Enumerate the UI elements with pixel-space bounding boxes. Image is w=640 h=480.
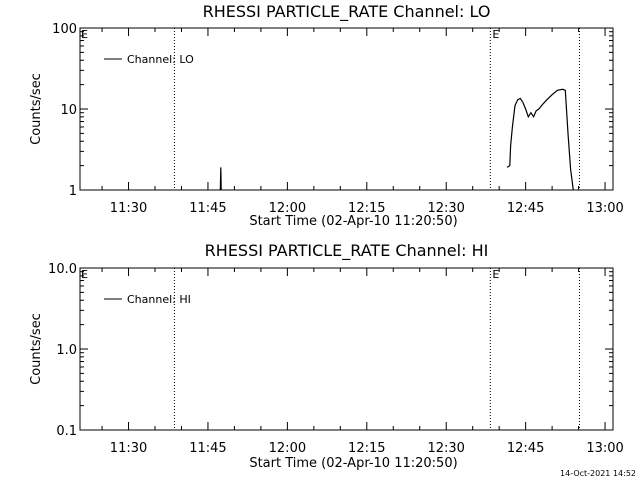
timestamp: 14-Oct-2021 14:52 xyxy=(560,469,636,478)
y-tick-label: 10.0 xyxy=(48,262,77,277)
x-tick-label: 12:00 xyxy=(269,441,306,456)
x-tick-label: 12:00 xyxy=(269,201,306,216)
corner-marker-label: E xyxy=(81,268,88,281)
y-tick-label: 1.0 xyxy=(56,343,77,358)
y-tick-label: 1 xyxy=(69,184,77,199)
series-line xyxy=(219,167,222,191)
y-tick-label: 0.1 xyxy=(56,424,77,439)
chart-title: RHESSI PARTICLE_RATE Channel: HI xyxy=(205,241,489,261)
y-axis-label: Counts/sec xyxy=(29,313,44,385)
x-axis-label: Start Time (02-Apr-10 11:20:50) xyxy=(249,456,457,471)
x-tick-label: 12:30 xyxy=(427,441,464,456)
x-tick-label: 11:30 xyxy=(110,441,147,456)
x-tick-label: 12:45 xyxy=(507,441,544,456)
x-tick-label: 12:15 xyxy=(348,201,385,216)
x-tick-label: 12:30 xyxy=(427,201,464,216)
time-marker-label: E xyxy=(492,28,499,41)
series-line xyxy=(506,88,574,191)
y-axis-label: Counts/sec xyxy=(29,73,44,145)
x-tick-label: 11:45 xyxy=(189,201,226,216)
x-tick-label: 12:45 xyxy=(507,201,544,216)
x-tick-label: 12:15 xyxy=(348,441,385,456)
x-tick-label: 11:30 xyxy=(110,201,147,216)
x-tick-label: 13:00 xyxy=(586,201,623,216)
legend-label: Channel: HI xyxy=(127,293,191,306)
x-axis-label: Start Time (02-Apr-10 11:20:50) xyxy=(249,214,457,229)
x-tick-label: 11:45 xyxy=(189,441,226,456)
corner-marker-label: E xyxy=(81,28,88,41)
y-tick-label: 100 xyxy=(52,22,77,37)
time-marker-label: E xyxy=(492,268,499,281)
chart-title: RHESSI PARTICLE_RATE Channel: LO xyxy=(203,2,491,22)
x-tick-label: 13:00 xyxy=(586,441,623,456)
y-tick-label: 10 xyxy=(60,103,77,118)
legend-label: Channel: LO xyxy=(127,53,194,66)
